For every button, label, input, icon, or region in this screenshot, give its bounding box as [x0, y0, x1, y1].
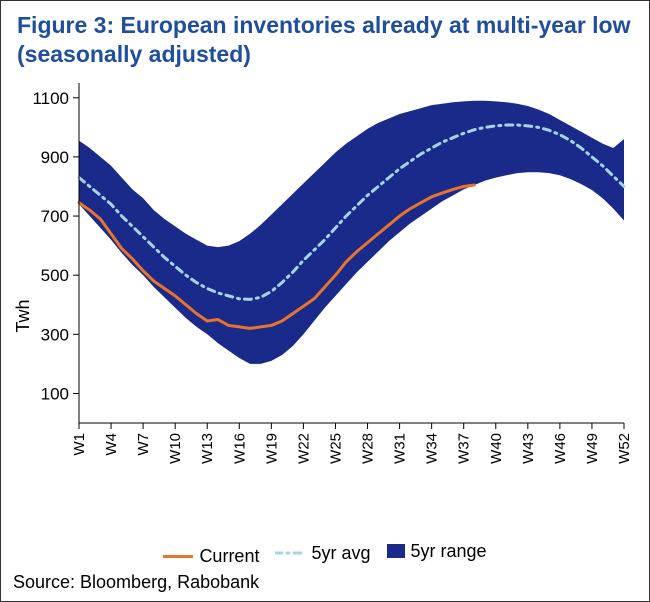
x-tick-label: W16: [231, 433, 248, 464]
x-tick-label: W34: [424, 433, 441, 464]
x-tick-label: W49: [584, 433, 601, 464]
chart-area: 100 300 500 700 900 1100 W1 W4 W7 W10 W13 W16 W19 W22…: [1, 83, 649, 549]
legend-swatch-box: [387, 544, 405, 558]
y-axis-label: Twh: [13, 299, 34, 332]
legend-label: 5yr range: [411, 541, 487, 562]
chart-svg: 100 300 500 700 900 1100 W1 W4 W7 W10 W13 W16 W19 W22…: [1, 83, 650, 513]
x-tick-label: W37: [456, 433, 473, 464]
source-label: Source: Bloomberg, Rabobank: [13, 572, 259, 593]
x-tick-label: W31: [392, 433, 409, 464]
legend-item-avg: 5yr avg: [275, 543, 370, 564]
x-tick-label: W46: [552, 433, 569, 464]
x-tick-label: W25: [327, 433, 344, 464]
range-area: [79, 101, 624, 364]
x-tick-label: W28: [360, 433, 377, 464]
x-tick-label: W22: [295, 433, 312, 464]
x-tick-label: W43: [520, 433, 537, 464]
legend: Current 5yr avg 5yr range: [1, 541, 649, 568]
y-tick-label: 100: [41, 384, 69, 403]
legend-item-current: Current: [163, 546, 259, 567]
x-tick-label: W10: [167, 433, 184, 464]
x-tick-label: W52: [616, 433, 633, 464]
x-tick-label: W19: [263, 433, 280, 464]
x-tick-label: W13: [199, 433, 216, 464]
y-tick-label: 500: [41, 266, 69, 285]
x-tick-label: W7: [135, 433, 152, 456]
legend-item-range: 5yr range: [387, 541, 487, 562]
y-tick-label: 700: [41, 207, 69, 226]
y-tick-label: 900: [41, 148, 69, 167]
x-tick-label: W1: [71, 433, 88, 456]
y-tick-label: 1100: [32, 89, 69, 108]
legend-label: 5yr avg: [311, 543, 370, 564]
legend-label: Current: [199, 546, 259, 567]
figure-container: Figure 3: European inventories already a…: [0, 0, 650, 602]
legend-swatch-line: [163, 555, 193, 558]
legend-swatch-dash: [275, 548, 305, 558]
figure-title: Figure 3: European inventories already a…: [1, 1, 649, 75]
x-tick-label: W4: [103, 433, 120, 456]
x-tick-label: W40: [488, 433, 505, 464]
y-tick-label: 300: [41, 325, 69, 344]
